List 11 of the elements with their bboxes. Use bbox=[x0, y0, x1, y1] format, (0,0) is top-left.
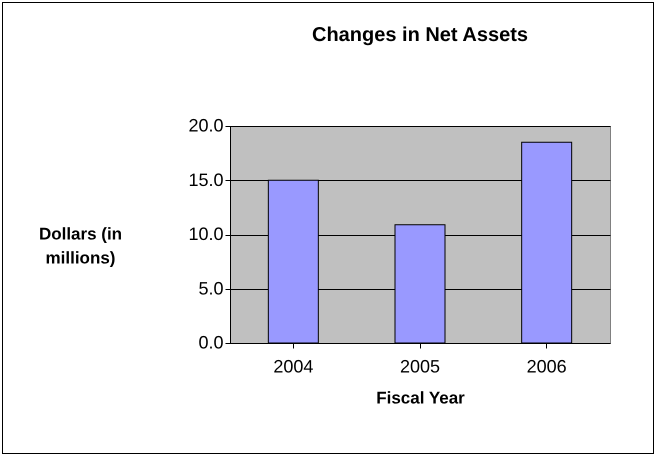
y-tick-label: 5.0 bbox=[198, 278, 224, 298]
y-axis-title: Dollars (in millions) bbox=[38, 224, 122, 268]
x-axis-title: Fiscal Year bbox=[376, 388, 466, 408]
x-tick-label: 2005 bbox=[400, 356, 440, 376]
y-tick-label: 0.0 bbox=[198, 332, 224, 352]
y-tick-label: 20.0 bbox=[188, 116, 224, 136]
y-tick-label: 10.0 bbox=[188, 224, 224, 244]
x-tick-label: 2004 bbox=[273, 356, 314, 376]
x-tick-label: 2006 bbox=[526, 356, 567, 376]
chart-title: Changes in Net Assets bbox=[312, 24, 528, 46]
y-tick-label: 15.0 bbox=[188, 170, 224, 190]
